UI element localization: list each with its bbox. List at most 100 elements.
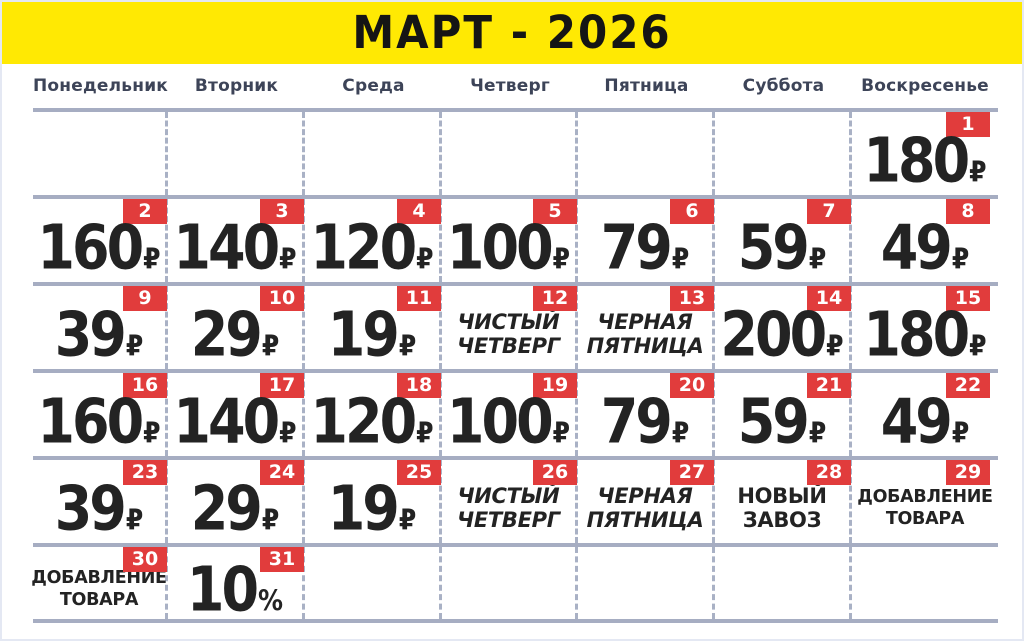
ruble-symbol: ₽ (826, 328, 844, 362)
empty-day-cell (33, 112, 168, 195)
day-price: 79₽ (601, 390, 690, 453)
day-number-badge: 26 (533, 460, 577, 485)
day-cell: 4 120₽ (305, 199, 442, 282)
ruble-symbol: ₽ (398, 502, 417, 536)
ruble-symbol: ₽ (416, 241, 434, 275)
ruble-symbol: ₽ (951, 241, 970, 275)
empty-day-cell (442, 112, 578, 195)
calendar: Понедельник Вторник Среда Четверг Пятница Суб… (31, 64, 998, 623)
day-price: 79₽ (601, 216, 690, 279)
price-value: 49 (880, 211, 953, 283)
title-banner: МАРТ - 2026 (2, 2, 1022, 64)
week-row: 2 160₽ 3 140₽ 4 120₽ 5 100₽ 6 79₽ 7 59₽ 8 49₽ (33, 195, 998, 282)
day-number-badge: 30 (123, 547, 167, 572)
calendar-title: МАРТ - 2026 (352, 5, 672, 59)
price-value: 79 (600, 211, 673, 283)
day-number-badge: 29 (946, 460, 990, 485)
day-cell: 17 140₽ (168, 373, 305, 456)
day-price: 140₽ (173, 216, 296, 279)
day-number-badge: 17 (260, 373, 304, 398)
day-cell: 24 29₽ (168, 460, 305, 543)
day-number-badge: 18 (397, 373, 441, 398)
calendar-grid: 1 180₽ 2 160₽ 3 140₽ 4 120₽ 5 100₽ 6 79₽ 7 59₽ 8 49₽ 9 39… (31, 108, 998, 623)
day-cell: 21 59₽ (715, 373, 852, 456)
price-value: 19 (327, 472, 400, 544)
day-cell: 18 120₽ (305, 373, 442, 456)
day-number-badge: 22 (946, 373, 990, 398)
price-value: 200 (720, 298, 827, 370)
day-cell: 10 29₽ (168, 286, 305, 369)
ruble-symbol: ₽ (125, 328, 144, 362)
percent-symbol: % (258, 584, 284, 618)
day-cell: 12 ЧИСТЫЙ ЧЕТВЕРГ (442, 286, 578, 369)
empty-day-cell (715, 112, 852, 195)
weekday-header: Вторник (194, 76, 279, 96)
ruble-symbol: ₽ (125, 502, 144, 536)
day-number-badge: 21 (807, 373, 851, 398)
day-cell: 19 100₽ (442, 373, 578, 456)
ruble-symbol: ₽ (261, 328, 280, 362)
price-value: 120 (310, 385, 417, 457)
day-price: 160₽ (37, 390, 161, 453)
day-event-label: ЧИСТЫЙ ЧЕТВЕРГ (457, 484, 560, 532)
day-cell: 13 ЧЕРНАЯ ПЯТНИЦА (578, 286, 715, 369)
ruble-symbol: ₽ (398, 328, 417, 362)
ruble-symbol: ₽ (552, 241, 571, 275)
day-cell: 30 ДОБАВЛЕНИЕ ТОВАРА (31, 547, 168, 619)
day-number-badge: 3 (260, 199, 304, 224)
empty-day-cell (305, 547, 442, 619)
day-price: 160₽ (37, 216, 161, 279)
day-price: 59₽ (738, 216, 827, 279)
day-number-badge: 20 (670, 373, 714, 398)
week-row: 23 39₽ 24 29₽ 25 19₽ 26 ЧИСТЫЙ ЧЕТВЕРГ 27 ЧЕРНАЯ … (33, 456, 998, 543)
weekday-header: Суббота (742, 76, 825, 96)
price-value: 29 (190, 472, 263, 544)
price-value: 100 (446, 385, 554, 457)
price-value: 59 (737, 211, 810, 283)
day-number-badge: 1 (946, 112, 990, 137)
ruble-symbol: ₽ (143, 415, 161, 449)
day-number-badge: 12 (533, 286, 577, 311)
day-cell: 22 49₽ (852, 373, 998, 456)
day-price: 10% (187, 559, 283, 621)
day-cell: 20 79₽ (578, 373, 715, 456)
price-value: 180 (863, 124, 970, 196)
price-value: 39 (54, 298, 127, 370)
day-number-badge: 24 (260, 460, 304, 485)
day-event-label: ЧЕРНАЯ ПЯТНИЦА (586, 310, 704, 358)
day-price: 19₽ (328, 303, 417, 366)
ruble-symbol: ₽ (671, 241, 690, 275)
price-value: 10 (186, 553, 259, 626)
price-value: 39 (54, 472, 127, 544)
day-number-badge: 4 (397, 199, 441, 224)
day-number-badge: 27 (670, 460, 714, 485)
day-number-badge: 15 (946, 286, 990, 311)
week-row: 30 ДОБАВЛЕНИЕ ТОВАРА 31 10% (31, 543, 998, 623)
ruble-symbol: ₽ (969, 328, 987, 362)
day-price: 39₽ (55, 477, 144, 540)
price-value: 140 (173, 385, 280, 457)
day-cell: 1 180₽ (852, 112, 998, 195)
weekday-header: Воскресенье (861, 76, 989, 96)
day-cell: 16 160₽ (33, 373, 168, 456)
price-value: 140 (173, 211, 280, 283)
ruble-symbol: ₽ (552, 415, 571, 449)
day-event-label: ДОБАВЛЕНИЕ ТОВАРА (31, 568, 167, 610)
week-row: 9 39₽ 10 29₽ 11 19₽ 12 ЧИСТЫЙ ЧЕТВЕРГ 13 ЧЕРНАЯ П… (33, 282, 998, 369)
day-event-label: ЧЕРНАЯ ПЯТНИЦА (586, 484, 704, 532)
price-value: 160 (37, 211, 144, 283)
day-number-badge: 7 (807, 199, 851, 224)
day-cell: 27 ЧЕРНАЯ ПЯТНИЦА (578, 460, 715, 543)
weekday-header: Среда (342, 76, 405, 96)
day-price: 29₽ (191, 477, 280, 540)
day-cell: 6 79₽ (578, 199, 715, 282)
ruble-symbol: ₽ (143, 241, 161, 275)
day-price: 140₽ (173, 390, 296, 453)
day-number-badge: 19 (533, 373, 577, 398)
price-value: 29 (190, 298, 263, 370)
day-price: 49₽ (881, 390, 970, 453)
day-number-badge: 11 (397, 286, 441, 311)
empty-day-cell (578, 112, 715, 195)
day-number-badge: 8 (946, 199, 990, 224)
day-event-label: ЧИСТЫЙ ЧЕТВЕРГ (457, 310, 560, 358)
